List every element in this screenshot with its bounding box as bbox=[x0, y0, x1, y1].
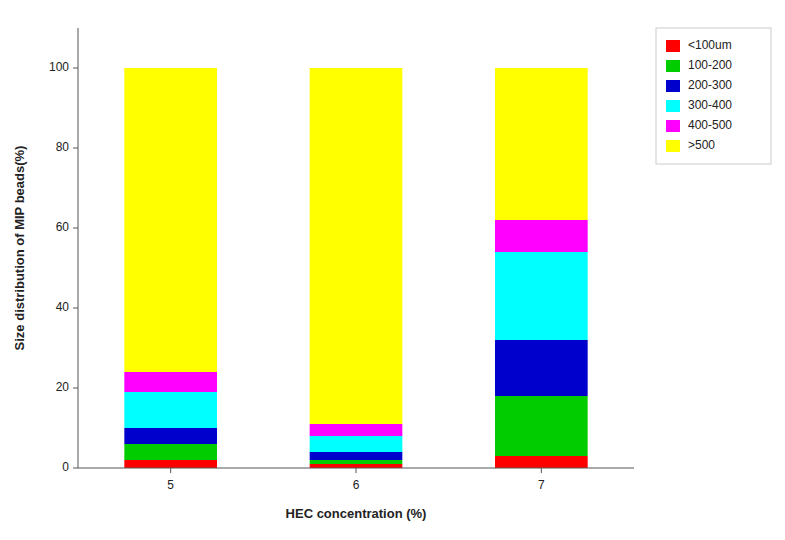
y-axis-label: Size distribution of MIP beads(%) bbox=[12, 146, 27, 351]
y-tick-label: 0 bbox=[62, 460, 69, 474]
x-tick-label: 5 bbox=[167, 478, 174, 492]
legend: <100um 100-200 200-300 300-400 400-500 >500 bbox=[656, 28, 771, 164]
bar-segment bbox=[310, 436, 403, 452]
bar-segment bbox=[495, 252, 588, 340]
bar-segment bbox=[124, 428, 217, 444]
bar-segment bbox=[124, 68, 217, 372]
legend-box bbox=[656, 28, 771, 164]
legend-label: 100-200 bbox=[688, 58, 732, 72]
page-body: {"chart_data": {"type": "bar", "stacked"… bbox=[0, 0, 785, 540]
y-tick bbox=[73, 228, 78, 229]
bar-segment bbox=[124, 460, 217, 468]
x-axis-label: HEC concentration (%) bbox=[286, 506, 427, 521]
y-tick bbox=[73, 148, 78, 149]
legend-swatch bbox=[666, 140, 680, 152]
bars bbox=[124, 68, 587, 468]
y-tick-label: 60 bbox=[56, 220, 70, 234]
y-tick bbox=[73, 68, 78, 69]
bar-segment bbox=[310, 452, 403, 460]
bar-segment bbox=[310, 68, 403, 424]
y-tick bbox=[73, 468, 78, 469]
bar-segment bbox=[124, 444, 217, 460]
x-axis: 5 6 7 bbox=[167, 468, 545, 492]
legend-label: >500 bbox=[688, 138, 715, 152]
bar-segment bbox=[310, 464, 403, 468]
bar-segment bbox=[310, 460, 403, 464]
chart-container: 0 20 40 60 80 100 5 6 7 HEC concentration (%) Size… bbox=[0, 0, 785, 540]
bar-segment bbox=[495, 456, 588, 468]
bar-segment bbox=[310, 424, 403, 436]
bar-segment bbox=[124, 372, 217, 392]
bar-segment bbox=[495, 396, 588, 456]
x-tick-label: 6 bbox=[353, 478, 360, 492]
bar-segment bbox=[124, 392, 217, 428]
legend-label: 200-300 bbox=[688, 78, 732, 92]
legend-label: 300-400 bbox=[688, 98, 732, 112]
bar-segment bbox=[495, 220, 588, 252]
bar-segment bbox=[495, 340, 588, 396]
legend-swatch bbox=[666, 80, 680, 92]
y-tick bbox=[73, 388, 78, 389]
y-axis-line bbox=[78, 28, 79, 468]
x-tick bbox=[541, 468, 542, 473]
page: Chart html, body { margin: 0; padding: 0… bbox=[0, 0, 785, 540]
y-tick-label: 40 bbox=[56, 300, 70, 314]
x-tick bbox=[356, 468, 357, 473]
legend-label: 400-500 bbox=[688, 118, 732, 132]
y-tick-label: 100 bbox=[49, 60, 69, 74]
bar-segment bbox=[495, 68, 588, 220]
y-tick-label: 20 bbox=[56, 380, 70, 394]
legend-swatch bbox=[666, 100, 680, 112]
x-tick bbox=[170, 468, 171, 473]
legend-label: <100um bbox=[688, 38, 732, 52]
legend-swatch bbox=[666, 60, 680, 72]
chart-svg: 0 20 40 60 80 100 5 6 7 HEC concentration (%) Size… bbox=[0, 0, 785, 540]
y-tick bbox=[73, 308, 78, 309]
legend-swatch bbox=[666, 120, 680, 132]
y-tick-label: 80 bbox=[56, 140, 70, 154]
y-axis: 0 20 40 60 80 100 bbox=[49, 60, 78, 474]
x-tick-label: 7 bbox=[538, 478, 545, 492]
legend-swatch bbox=[666, 40, 680, 52]
